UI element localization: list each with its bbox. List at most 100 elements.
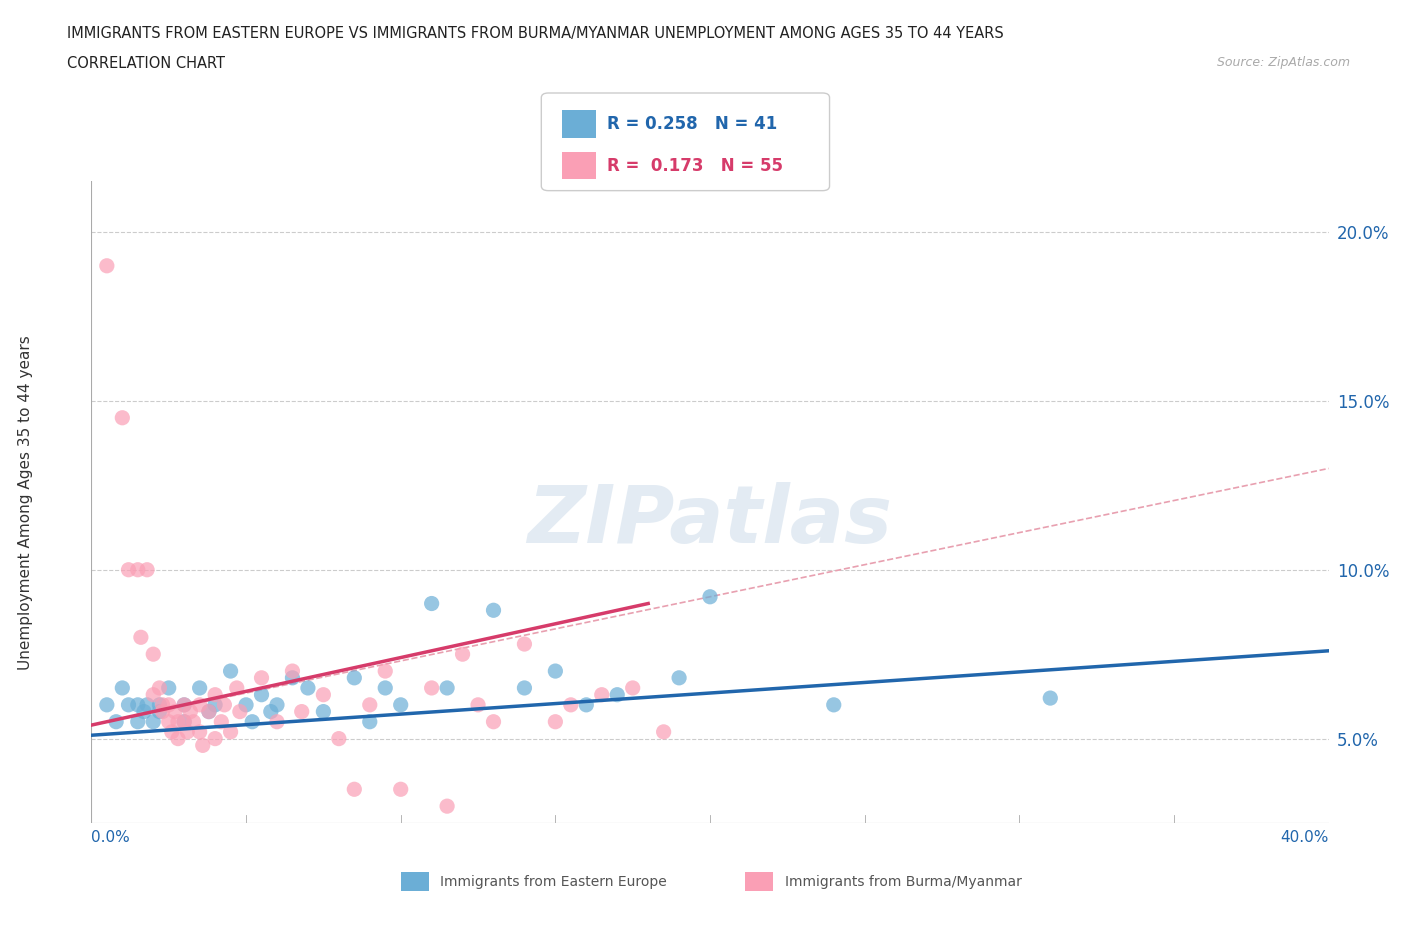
Point [188, 681, 211, 696]
Point [111, 681, 134, 696]
Point [359, 698, 381, 712]
Point [96, 698, 118, 712]
Point [240, 714, 263, 729]
Point [668, 671, 690, 685]
Text: Immigrants from Eastern Europe: Immigrants from Eastern Europe [440, 874, 666, 889]
Point [157, 681, 180, 696]
Point [225, 681, 247, 696]
Point [173, 714, 195, 729]
Text: R =  0.173   N = 55: R = 0.173 N = 55 [607, 156, 783, 175]
Point [699, 590, 721, 604]
Point [436, 799, 458, 814]
Point [591, 687, 613, 702]
Point [132, 704, 155, 719]
Point [188, 724, 211, 739]
Point [142, 687, 165, 702]
Point [328, 731, 350, 746]
Point [436, 681, 458, 696]
Point [374, 664, 396, 679]
Point [544, 664, 567, 679]
Point [374, 681, 396, 696]
Text: Unemployment Among Ages 35 to 44 years: Unemployment Among Ages 35 to 44 years [18, 335, 32, 670]
Point [621, 681, 644, 696]
Point [173, 698, 195, 712]
Point [136, 698, 159, 712]
Text: R = 0.258   N = 41: R = 0.258 N = 41 [607, 114, 778, 133]
Point [160, 724, 183, 739]
Text: IMMIGRANTS FROM EASTERN EUROPE VS IMMIGRANTS FROM BURMA/MYANMAR UNEMPLOYMENT AMO: IMMIGRANTS FROM EASTERN EUROPE VS IMMIGR… [67, 26, 1004, 41]
Point [451, 646, 474, 661]
Point [823, 698, 845, 712]
Point [214, 698, 236, 712]
Point [127, 698, 149, 712]
Point [482, 714, 505, 729]
Text: Source: ZipAtlas.com: Source: ZipAtlas.com [1216, 56, 1350, 69]
Point [179, 704, 201, 719]
Point [136, 563, 159, 578]
Point [96, 259, 118, 273]
Point [291, 704, 314, 719]
Point [204, 687, 226, 702]
Text: CORRELATION CHART: CORRELATION CHART [67, 56, 225, 71]
Point [129, 630, 152, 644]
Point [420, 596, 443, 611]
Point [560, 698, 582, 712]
Point [142, 646, 165, 661]
Point [219, 724, 242, 739]
Point [127, 563, 149, 578]
Point [204, 698, 226, 712]
Point [229, 704, 252, 719]
Point [235, 698, 257, 712]
Point [513, 637, 536, 652]
Point [157, 698, 180, 712]
Point [389, 698, 412, 712]
Point [297, 681, 319, 696]
Point [198, 704, 221, 719]
Point [152, 698, 174, 712]
Point [163, 704, 186, 719]
Point [188, 698, 211, 712]
Point [117, 563, 139, 578]
Point [266, 698, 288, 712]
Point [173, 698, 195, 712]
Text: Immigrants from Burma/Myanmar: Immigrants from Burma/Myanmar [785, 874, 1021, 889]
Point [148, 698, 170, 712]
Point [152, 704, 174, 719]
Point [343, 671, 366, 685]
Point [167, 731, 190, 746]
Point [209, 714, 232, 729]
Point [513, 681, 536, 696]
Point [544, 714, 567, 729]
Point [281, 664, 304, 679]
Point [191, 737, 214, 752]
Point [148, 681, 170, 696]
Point [111, 410, 134, 425]
Point [312, 687, 335, 702]
Point [420, 681, 443, 696]
Point [176, 724, 198, 739]
Point [312, 704, 335, 719]
Point [281, 671, 304, 685]
Point [467, 698, 489, 712]
Point [157, 714, 180, 729]
Point [250, 687, 273, 702]
Text: 40.0%: 40.0% [1281, 830, 1329, 844]
Text: ZIPatlas: ZIPatlas [527, 483, 893, 561]
Point [105, 714, 128, 729]
Point [652, 724, 675, 739]
Point [204, 731, 226, 746]
Point [389, 782, 412, 797]
Point [183, 714, 205, 729]
Point [266, 714, 288, 729]
Point [127, 714, 149, 729]
Point [343, 782, 366, 797]
Point [117, 698, 139, 712]
Point [606, 687, 628, 702]
Point [198, 704, 221, 719]
Point [219, 664, 242, 679]
Point [482, 603, 505, 618]
Point [359, 714, 381, 729]
Point [148, 704, 170, 719]
Point [142, 714, 165, 729]
Point [1039, 691, 1062, 706]
